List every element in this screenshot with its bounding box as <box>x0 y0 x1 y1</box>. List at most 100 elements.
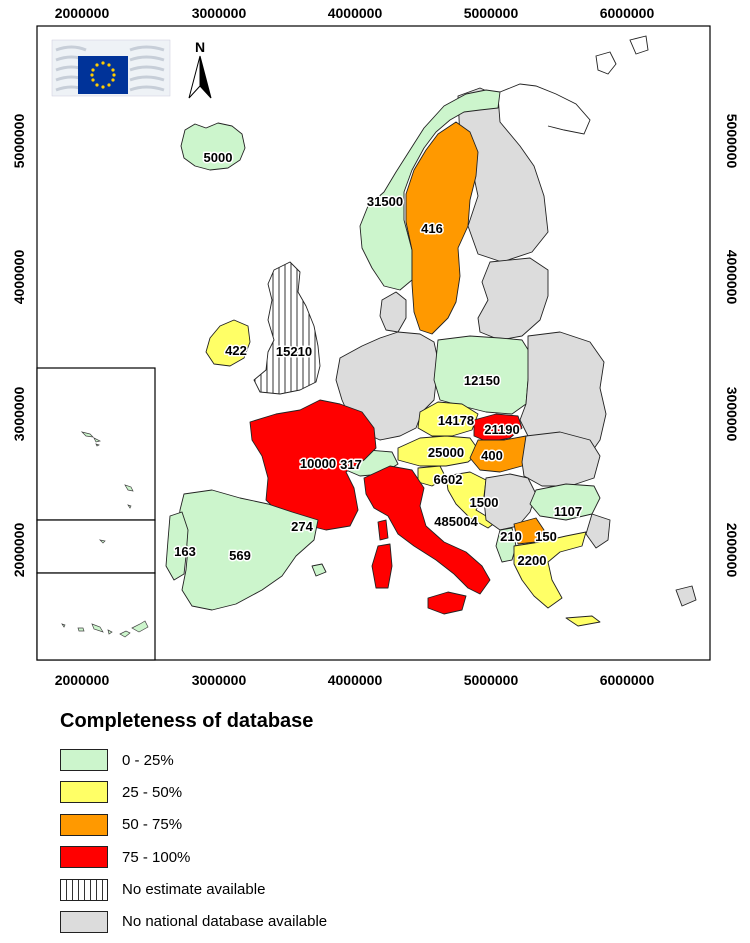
value-label-portugal: 163 <box>174 544 196 559</box>
value-label-austria: 25000 <box>428 445 464 460</box>
island-cyprus <box>675 585 697 607</box>
country-denmark <box>379 291 407 333</box>
country-macedonia <box>513 517 545 545</box>
x-tick-label: 6000000 <box>600 5 655 21</box>
x-tick-label: 3000000 <box>192 5 247 21</box>
value-label-albania: 210 <box>500 529 522 544</box>
value-label-uk: 15210 <box>276 344 312 359</box>
legend-item: 50 - 75% <box>60 810 620 840</box>
legend-item: 0 - 25% <box>60 745 620 775</box>
value-label-italy: 485004 <box>434 514 478 529</box>
legend-label: 25 - 50% <box>122 783 183 801</box>
legend-label: 0 - 25% <box>122 751 174 769</box>
legend-label: 75 - 100% <box>122 848 191 866</box>
country-portugal <box>165 511 189 581</box>
country-greece <box>513 531 587 609</box>
legend-item: 25 - 50% <box>60 777 620 807</box>
country-france <box>249 399 377 531</box>
legend-label: No estimate available <box>122 881 266 899</box>
x-tick-label: 2000000 <box>55 5 110 21</box>
y-tick-label: 3000000 <box>11 387 27 442</box>
legend-item: No estimate available <box>60 875 620 905</box>
countries <box>165 35 697 627</box>
y-axis-right: 5000000 4000000 3000000 2000000 <box>724 114 740 578</box>
country-albania <box>495 527 517 563</box>
legend-swatch-hatch <box>60 878 108 901</box>
legend-label: 50 - 75% <box>122 816 183 834</box>
country-hungary <box>469 435 535 473</box>
value-label-iceland: 5000 <box>204 150 233 165</box>
north-label: N <box>195 39 205 55</box>
value-label-slovenia: 6602 <box>434 472 463 487</box>
island-sardinia <box>371 543 393 589</box>
y-tick-label: 2000000 <box>11 523 27 578</box>
country-uk <box>253 261 321 395</box>
value-label-switzerland: 317 <box>340 457 362 472</box>
value-label-spain: 569 <box>229 548 251 563</box>
island-balearic <box>311 563 327 577</box>
value-label-czech: 14178 <box>438 413 474 428</box>
value-label-greece: 2200 <box>518 553 547 568</box>
x-tick-label: 5000000 <box>464 672 519 688</box>
value-label-macedonia: 150 <box>535 529 557 544</box>
country-turkey <box>585 513 611 549</box>
island-sicily <box>427 591 467 615</box>
inset-canary <box>36 572 156 661</box>
y-tick-label: 5000000 <box>11 114 27 169</box>
legend: Completeness of database 0 - 25% 25 - 50… <box>60 710 620 939</box>
value-label-bulgaria: 1107 <box>554 504 582 519</box>
country-finland <box>457 87 549 263</box>
value-label-france: 10000 <box>300 456 336 471</box>
legend-swatch <box>60 781 108 804</box>
y-tick-label: 4000000 <box>11 250 27 305</box>
country-norway <box>359 89 501 291</box>
legend-label: No national database available <box>122 913 328 931</box>
x-tick-label: 6000000 <box>600 672 655 688</box>
value-label-sweden: 416 <box>421 221 443 236</box>
country-baltics <box>477 257 549 341</box>
y-tick-label: 3000000 <box>724 387 740 442</box>
country-sweden <box>405 121 479 335</box>
country-italy <box>363 465 491 595</box>
x-tick-label: 4000000 <box>328 672 383 688</box>
legend-swatch <box>60 813 108 836</box>
island-corsica <box>377 519 389 541</box>
country-ireland <box>205 319 251 367</box>
country-slovakia <box>473 413 523 443</box>
y-tick-label: 2000000 <box>724 523 740 578</box>
inset-madeira <box>36 519 156 574</box>
eu-flag-icon <box>51 39 171 97</box>
x-tick-label: 5000000 <box>464 5 519 21</box>
legend-swatch <box>60 910 108 933</box>
y-tick-label: 5000000 <box>724 114 740 169</box>
value-label-norway: 31500 <box>367 194 403 209</box>
country-czech <box>417 401 479 437</box>
country-iceland <box>180 122 246 171</box>
value-label-hungary: 400 <box>481 448 503 463</box>
value-label-croatia: 1500 <box>470 495 499 510</box>
country-romania <box>521 431 601 487</box>
y-axis-left: 5000000 4000000 3000000 2000000 <box>11 114 27 578</box>
x-tick-label: 4000000 <box>328 5 383 21</box>
legend-swatch <box>60 846 108 869</box>
inset-boxes <box>36 367 156 661</box>
x-tick-label: 3000000 <box>192 672 247 688</box>
value-labels: 5000 31500 416 422 15210 12150 14178 211… <box>173 149 584 570</box>
north-arrow-icon: N <box>188 39 212 99</box>
country-spain <box>177 489 319 611</box>
x-tick-label: 2000000 <box>55 672 110 688</box>
legend-item: No national database available <box>60 907 620 937</box>
x-axis-bottom: 2000000 3000000 4000000 5000000 6000000 <box>55 672 655 688</box>
legend-swatch <box>60 749 108 771</box>
island-crete <box>565 615 601 627</box>
country-poland <box>433 335 533 415</box>
country-serbia <box>483 473 537 531</box>
y-tick-label: 4000000 <box>724 250 740 305</box>
value-label-poland: 12150 <box>464 373 500 388</box>
legend-item: 75 - 100% <box>60 842 620 872</box>
value-label-ireland: 422 <box>225 343 247 358</box>
value-label-slovakia: 21190 <box>484 422 519 437</box>
legend-title: Completeness of database <box>60 710 314 732</box>
x-axis-top: 2000000 3000000 4000000 5000000 6000000 <box>55 5 655 21</box>
